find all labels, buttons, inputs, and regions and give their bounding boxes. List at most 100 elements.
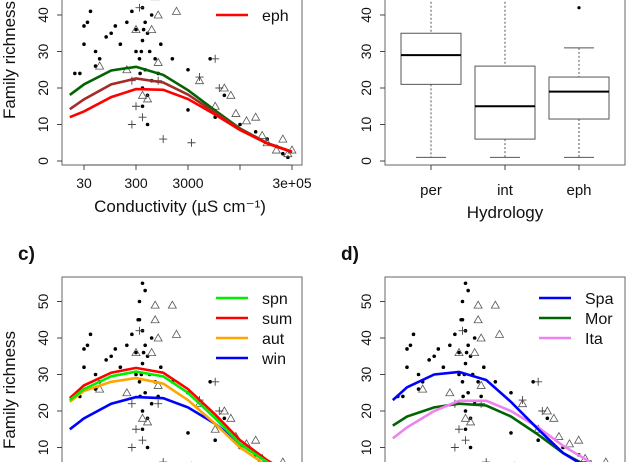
point-per	[457, 350, 461, 355]
point-per	[85, 20, 90, 25]
point-per	[140, 427, 145, 432]
point-per	[134, 49, 138, 54]
point-int	[534, 377, 543, 386]
point-int	[135, 326, 144, 335]
panel-c-label: c)	[18, 244, 35, 265]
point-per	[141, 27, 146, 32]
point-per	[222, 93, 227, 98]
point-int	[138, 436, 147, 445]
point-per	[82, 42, 86, 46]
point-per	[78, 71, 82, 76]
point-per	[213, 438, 217, 443]
legend-label-Ita: Ita	[585, 331, 603, 348]
point-eph	[137, 90, 148, 99]
point-per	[93, 372, 98, 377]
point-per	[145, 445, 150, 450]
point-per	[401, 394, 405, 399]
curve-spn	[69, 370, 270, 462]
point-per	[153, 57, 157, 61]
point-per	[432, 354, 436, 359]
point-per	[147, 49, 152, 54]
point-int	[127, 443, 136, 452]
curve-aut	[69, 376, 264, 462]
point-eph	[573, 435, 584, 444]
panel-d-frame	[384, 276, 626, 462]
panel-a-plot-area	[69, 0, 297, 160]
x-tick-label: 300	[124, 175, 148, 191]
point-int	[187, 138, 196, 147]
point-per	[222, 416, 227, 421]
point-per	[441, 365, 446, 370]
point-per	[186, 67, 190, 72]
point-per	[118, 42, 123, 46]
point-per	[464, 350, 469, 355]
point-per	[137, 57, 142, 61]
curve-sum	[68, 366, 273, 462]
point-eph	[219, 83, 230, 92]
point-per	[143, 343, 147, 348]
point-per	[125, 343, 129, 348]
panel-c-plot-area	[68, 281, 286, 462]
point-per	[143, 390, 147, 395]
point-eph	[210, 424, 220, 433]
point-per	[113, 347, 118, 351]
point-eph	[460, 413, 471, 422]
box-int	[474, 0, 536, 158]
point-per	[109, 31, 113, 36]
legend-label-sum: sum	[262, 311, 292, 328]
iqr-box	[474, 65, 536, 140]
point-int	[482, 458, 491, 462]
point-per	[73, 71, 77, 76]
y-tick-label: 50	[358, 294, 374, 310]
iqr-box	[548, 76, 610, 120]
point-per	[104, 358, 108, 362]
y-tick-label: 40	[35, 330, 51, 346]
point-per	[463, 281, 468, 286]
point-per	[109, 354, 113, 359]
point-per	[536, 438, 540, 443]
point-per	[476, 380, 480, 384]
y-tick-label: 40	[35, 7, 51, 23]
point-per	[468, 354, 473, 359]
point-per	[405, 365, 409, 370]
point-eph	[131, 347, 141, 356]
point-eph	[473, 314, 483, 324]
point-eph	[150, 314, 160, 324]
point-per	[85, 343, 90, 348]
point-eph	[542, 406, 553, 415]
point-per	[448, 343, 452, 348]
point-per	[82, 347, 86, 351]
x-tick-label-int: int	[497, 182, 514, 199]
legend-label-eph: eph	[262, 8, 289, 25]
point-eph	[219, 406, 230, 415]
point-eph	[146, 24, 157, 33]
point-per	[208, 57, 212, 61]
point-eph	[241, 116, 252, 125]
point-eph	[417, 384, 428, 393]
point-per	[145, 31, 150, 36]
point-eph	[250, 112, 261, 121]
point-per	[113, 24, 118, 28]
point-eph	[153, 10, 163, 19]
curve-win	[69, 395, 270, 462]
point-eph	[150, 300, 160, 309]
panel-a-xlabel: Conductivity (µS cm⁻¹)	[94, 197, 266, 216]
box-per	[400, 0, 462, 158]
point-eph	[257, 130, 267, 139]
point-per	[531, 380, 535, 384]
point-per	[88, 332, 93, 337]
point-int	[195, 73, 204, 82]
point-per	[138, 71, 142, 76]
point-per	[93, 49, 98, 54]
point-per	[130, 9, 134, 14]
point-int	[215, 84, 224, 92]
point-per	[463, 409, 468, 413]
point-int	[455, 425, 463, 434]
point-per	[104, 35, 108, 39]
x-tick-label: 30	[76, 175, 92, 191]
point-eph	[549, 413, 559, 422]
point-int	[518, 396, 527, 405]
point-per	[509, 390, 513, 395]
point-per	[130, 332, 134, 337]
